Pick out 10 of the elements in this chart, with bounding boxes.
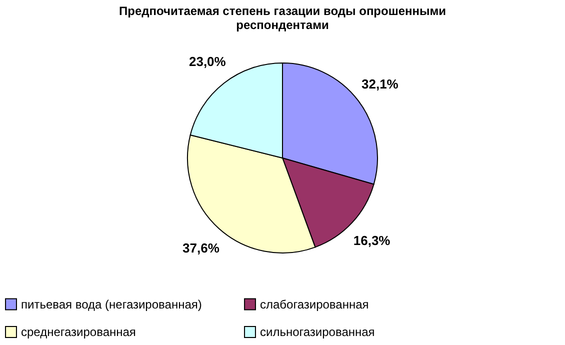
legend-label: сильногазированная: [260, 325, 375, 339]
legend-label: слабогазированная: [260, 297, 369, 312]
legend-label: питьевая вода (негазированная): [21, 297, 202, 312]
text: респондентами: [236, 18, 329, 32]
data-label: 37,6%: [182, 240, 220, 256]
data-label: 32,1%: [362, 76, 399, 92]
data-label: 23,0%: [188, 54, 226, 69]
text: Предпочитаемая степень газации воды опрошенными: [118, 4, 446, 18]
data-label: 16,3%: [353, 233, 391, 248]
legend-label: среднегазированная: [21, 325, 136, 339]
